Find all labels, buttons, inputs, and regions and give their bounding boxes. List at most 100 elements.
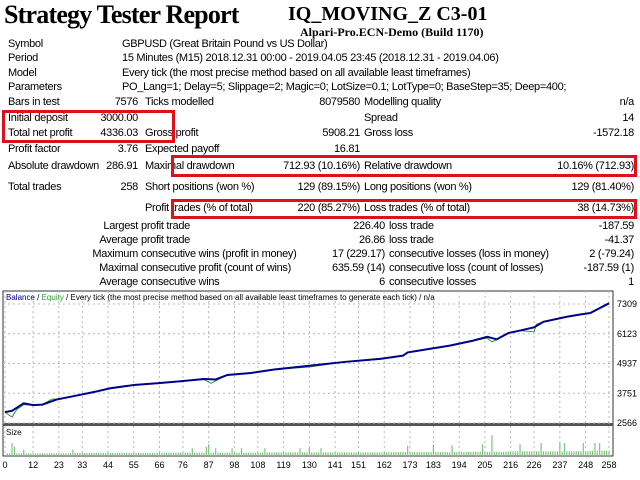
y-tick-label: 7309 [617, 299, 637, 309]
stat-row-maximum: Maximum consecutive wins (profit in money… [0, 247, 640, 261]
x-tick-label: 248 [578, 460, 593, 470]
stat-v2: 8079580 [319, 96, 360, 108]
y-tick-label: 6123 [617, 329, 637, 339]
stat-v3: 129 (81.40%) [571, 181, 635, 193]
stat-row-pt: Profit trades (% of total) 220 (85.27%) Lo… [0, 201, 640, 215]
label: Parameters [8, 81, 62, 93]
stat-v3: -187.59 (1) [583, 262, 634, 274]
x-tick-label: 141 [328, 460, 343, 470]
x-tick-label: 12 [28, 460, 38, 470]
stat-l3: Loss trades (% of total) [364, 202, 470, 214]
x-tick-label: 205 [477, 460, 492, 470]
info-parameters: Parameters PO_Lang=1; Delay=5; Slippage=2… [0, 80, 640, 94]
stat-row-deposit: Initial deposit 3000.00 Spread 14 [0, 111, 640, 125]
x-tick-label: 98 [229, 460, 239, 470]
stat-v2: 129 (89.15%) [297, 181, 361, 193]
stat-l2: profit trade [141, 220, 190, 232]
label: Period [8, 52, 38, 64]
stat-l1: Initial deposit [8, 112, 68, 124]
stat-row-pf: Profit factor 3.76 Expected payoff 16.81 [0, 142, 640, 156]
stat-l1: Absolute drawdown [8, 160, 99, 172]
stat-v2: 226.40 [353, 220, 385, 232]
stat-l2: consecutive wins (profit in money) [141, 248, 297, 260]
stat-l3: Long positions (won %) [364, 181, 472, 193]
stat-l3: consecutive losses [389, 276, 476, 288]
stat-v3: 1 [628, 276, 634, 288]
stat-v2: 6 [379, 276, 385, 288]
size-label: Size [6, 428, 22, 437]
stat-l2: Maximal drawdown [145, 160, 235, 172]
expert-name: IQ_MOVING_Z C3-01 [288, 3, 488, 25]
x-tick-label: 130 [302, 460, 317, 470]
x-tick-label: 66 [155, 460, 165, 470]
x-tick-label: 183 [426, 460, 441, 470]
stat-v1: 3000.00 [100, 112, 138, 124]
stat-l3: Relative drawdown [364, 160, 452, 172]
x-tick-label: 216 [503, 460, 518, 470]
y-tick-label: 4937 [617, 359, 637, 369]
stat-l1: Total net profit [8, 127, 73, 139]
stat-l3: loss trade [389, 234, 434, 246]
server-build: Alpari-Pro.ECN-Demo (Build 1170) [300, 25, 484, 39]
y-tick-label: 2566 [617, 418, 637, 428]
legend-balance: Balance [6, 293, 35, 302]
x-tick-label: 76 [178, 460, 188, 470]
stat-l2: Ticks modelled [145, 96, 214, 108]
label: Model [8, 67, 37, 79]
stat-l1: Profit factor [8, 143, 61, 155]
info-symbol: Symbol GBPUSD (Great Britain Pound vs US … [0, 37, 640, 51]
x-tick-label: 44 [103, 460, 113, 470]
x-tick-label: 194 [452, 460, 467, 470]
stat-l2: Profit trades (% of total) [145, 202, 253, 214]
stat-v2: 220 (85.27%) [297, 202, 361, 214]
stat-v3: 38 (14.73%) [577, 202, 634, 214]
x-tick-label: 108 [250, 460, 265, 470]
stat-v1: 258 [120, 181, 139, 193]
x-tick-label: 151 [351, 460, 366, 470]
stat-l2: Expected payoff [145, 143, 220, 155]
balance-chart: 0 12 23 33 44 55 66 76 87 98 108 119 130 141 151 162 173… [2, 290, 637, 470]
stat-v3: -187.59 [598, 220, 635, 232]
legend-sep1: / [35, 293, 42, 302]
value: 15 Minutes (M15) 2018.12.31 00:00 - 2019… [122, 52, 499, 64]
stat-v1: 3.76 [117, 143, 139, 155]
stat-v2: 635.59 (14) [332, 262, 385, 274]
value: GBPUSD (Great Britain Pound vs US Dollar… [122, 38, 328, 50]
chart-legend: Balance / Equity / Every tick (the most … [6, 293, 435, 302]
y-tick-label: 3751 [617, 388, 637, 398]
stat-v1: 7576 [114, 96, 139, 108]
chart-frame [2, 290, 614, 457]
stat-row-avgcons: Average consecutive wins 6 consecutive loss… [0, 275, 640, 289]
stat-l2: consecutive profit (count of wins) [141, 262, 291, 274]
stat-l3: Modelling quality [364, 96, 441, 108]
x-tick-label: 23 [54, 460, 64, 470]
stat-l3: consecutive losses (loss in money) [389, 248, 549, 260]
info-period: Period 15 Minutes (M15) 2018.12.31 00:00 … [0, 51, 640, 65]
label: Symbol [8, 38, 43, 50]
stat-l2: consecutive wins [141, 276, 220, 288]
x-tick-label: 55 [129, 460, 139, 470]
stat-v3: 10.16% (712.93) [557, 160, 634, 172]
stat-v3: 2 (-79.24) [589, 248, 634, 260]
stat-v1: 4336.03 [100, 127, 138, 139]
value: PO_Lang=1; Delay=5; Slippage=2; Magic=0;… [122, 81, 567, 93]
stat-cat: Largest [103, 220, 138, 232]
stat-l2: profit trade [141, 234, 190, 246]
stat-v2: 5908.21 [322, 127, 360, 139]
stat-v2: 16.81 [333, 143, 360, 155]
stat-row-dd: Absolute drawdown 286.91 Maximal drawdown 7… [0, 159, 640, 173]
x-tick-label: 173 [402, 460, 417, 470]
stat-l3: consecutive loss (count of losses) [389, 262, 544, 274]
stat-v2: 26.86 [358, 234, 385, 246]
x-tick-label: 258 [601, 460, 616, 470]
x-tick-label: 87 [204, 460, 214, 470]
value: Every tick (the most precise method base… [122, 67, 471, 79]
stat-row-trades: Total trades 258 Short positions (won %) 12… [0, 180, 640, 194]
stat-l3: loss trade [389, 220, 434, 232]
stat-row-net: Total net profit 4336.03 Gross profit 5908.… [0, 126, 640, 140]
stat-row-largest: Largest profit trade 226.40 loss trade -187.… [0, 219, 640, 233]
report-title: Strategy Tester Report [4, 0, 239, 29]
x-tick-label: 119 [276, 460, 290, 470]
stat-row-bars: Bars in test 7576 Ticks modelled 8079580 Mod… [0, 95, 640, 109]
stat-row-average: Average profit trade 26.86 loss trade -41.37 [0, 233, 640, 247]
